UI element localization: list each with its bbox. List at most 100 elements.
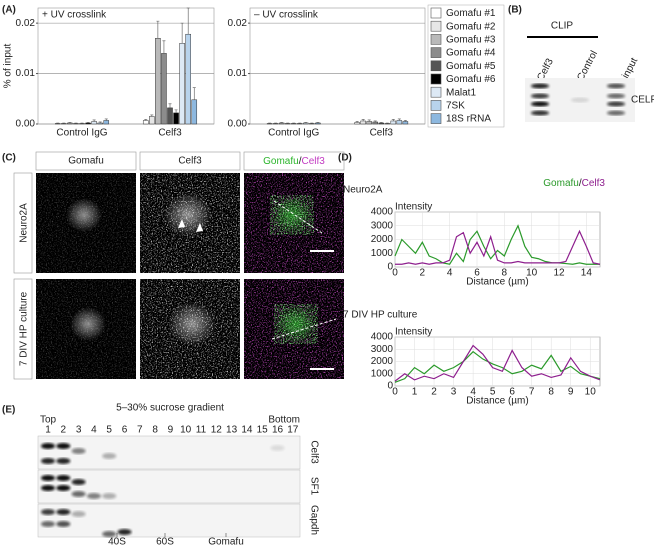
x-tick-label: 0 bbox=[392, 387, 398, 398]
gel-band bbox=[41, 509, 55, 515]
row-header-box bbox=[13, 172, 33, 274]
x-tick-label: 10 bbox=[526, 268, 538, 279]
panel-label: (E) bbox=[2, 405, 15, 416]
x-tick-label: 3 bbox=[451, 387, 457, 398]
error-bar bbox=[62, 122, 66, 124]
panel-label: (A) bbox=[2, 5, 16, 16]
gel-band bbox=[56, 509, 71, 515]
row-header-box bbox=[13, 278, 33, 380]
legend-label: Gomafu bbox=[543, 178, 579, 189]
bar bbox=[315, 122, 321, 125]
x-tick-label: 9 bbox=[568, 387, 574, 398]
legend-swatch bbox=[430, 20, 442, 32]
legend-swatch bbox=[430, 7, 442, 19]
error-bar bbox=[379, 122, 383, 123]
bar bbox=[97, 122, 103, 125]
error-bar bbox=[98, 121, 102, 123]
error-bar bbox=[150, 114, 154, 117]
error-bar bbox=[104, 118, 108, 121]
x-tick-label: Celf3 bbox=[370, 128, 394, 139]
bar bbox=[85, 122, 91, 125]
fraction-label: 1 bbox=[45, 425, 51, 436]
gel-strip bbox=[37, 469, 301, 504]
column-header-part: Gomafu bbox=[263, 156, 299, 167]
chart-title: Neuro2A bbox=[343, 185, 383, 196]
column-header-part: / bbox=[299, 156, 302, 167]
y-tick-label: 0.01 bbox=[228, 68, 248, 79]
gel-band bbox=[607, 93, 625, 99]
error-bar bbox=[316, 122, 320, 123]
legend-separator: / bbox=[579, 178, 582, 189]
column-headers: Gomafu Celf3 Gomafu/Celf3 bbox=[35, 151, 345, 171]
gel-band bbox=[102, 531, 117, 537]
gel-band bbox=[102, 453, 117, 459]
legend-swatch bbox=[430, 73, 442, 85]
fraction-label: 9 bbox=[168, 425, 174, 436]
fraction-label: 10 bbox=[180, 425, 192, 436]
fraction-label: 7 bbox=[137, 425, 143, 436]
error-bar bbox=[186, 7, 190, 35]
row-header: Neuro2A bbox=[19, 203, 30, 243]
legend-swatch bbox=[430, 86, 442, 98]
error-bar bbox=[162, 40, 166, 54]
error-bar bbox=[367, 119, 371, 122]
fraction-label: 8 bbox=[152, 425, 158, 436]
x-tick-label: 10 bbox=[585, 387, 597, 398]
error-bar bbox=[80, 122, 84, 124]
error-bar bbox=[168, 103, 172, 108]
error-bar bbox=[373, 120, 377, 122]
error-bar bbox=[355, 121, 359, 123]
gradient-top: Top bbox=[40, 415, 57, 426]
bar bbox=[378, 122, 385, 125]
column-header: Celf3 bbox=[178, 156, 202, 167]
profile-line bbox=[394, 224, 600, 265]
legend-label: Gomafu #2 bbox=[446, 21, 496, 32]
gel-band bbox=[41, 485, 55, 491]
gel-band bbox=[71, 511, 86, 517]
gel-band bbox=[117, 529, 132, 535]
fraction-label: 14 bbox=[241, 425, 253, 436]
bar bbox=[103, 120, 110, 125]
bar bbox=[297, 123, 303, 125]
clip-title: CLIP bbox=[551, 21, 574, 32]
y-tick-label: 0.00 bbox=[16, 119, 36, 130]
legend-swatch bbox=[430, 47, 442, 58]
error-bar bbox=[268, 122, 272, 124]
error-bar bbox=[385, 122, 389, 124]
column-header: Gomafu bbox=[68, 156, 104, 167]
subplot-title: + UV crosslink bbox=[42, 10, 107, 21]
micrograph-signal bbox=[274, 304, 318, 344]
error-bar bbox=[174, 109, 178, 113]
panel-label: (D) bbox=[338, 153, 352, 164]
y-tick-label: 0.01 bbox=[16, 68, 36, 79]
column-header-box bbox=[243, 151, 345, 171]
profile-line bbox=[394, 344, 601, 382]
error-bar bbox=[280, 122, 284, 123]
x-tick-label: 7 bbox=[529, 387, 535, 398]
error-bar bbox=[156, 20, 160, 39]
y-axis-label: Intensity bbox=[395, 327, 432, 338]
bar bbox=[67, 122, 73, 125]
bar bbox=[309, 123, 315, 125]
error-bar bbox=[310, 122, 314, 124]
error-bar bbox=[391, 119, 395, 121]
gradient-bottom: Bottom bbox=[268, 415, 300, 426]
bar bbox=[185, 33, 191, 125]
y-tick-label: 1000 bbox=[371, 248, 394, 259]
x-tick-label: 5 bbox=[490, 387, 496, 398]
bar bbox=[278, 122, 285, 125]
x-axis-label: Distance (µm) bbox=[466, 277, 528, 288]
band-label: CELF3 bbox=[631, 95, 654, 106]
marker-label: Gomafu bbox=[208, 537, 244, 547]
y-tick-label: 0 bbox=[387, 381, 393, 392]
arrowhead bbox=[196, 223, 203, 232]
nucleus bbox=[70, 307, 106, 341]
legend-swatch bbox=[430, 100, 442, 111]
subplot-title: – UV crosslink bbox=[254, 10, 319, 21]
gel-band bbox=[86, 493, 101, 499]
row-label: SF1 bbox=[308, 477, 319, 496]
legend-label: Gomafu #5 bbox=[446, 61, 496, 72]
x-tick-label: Celf3 bbox=[158, 128, 182, 139]
nucleus bbox=[168, 302, 216, 346]
y-tick-label: 2000 bbox=[371, 356, 394, 367]
